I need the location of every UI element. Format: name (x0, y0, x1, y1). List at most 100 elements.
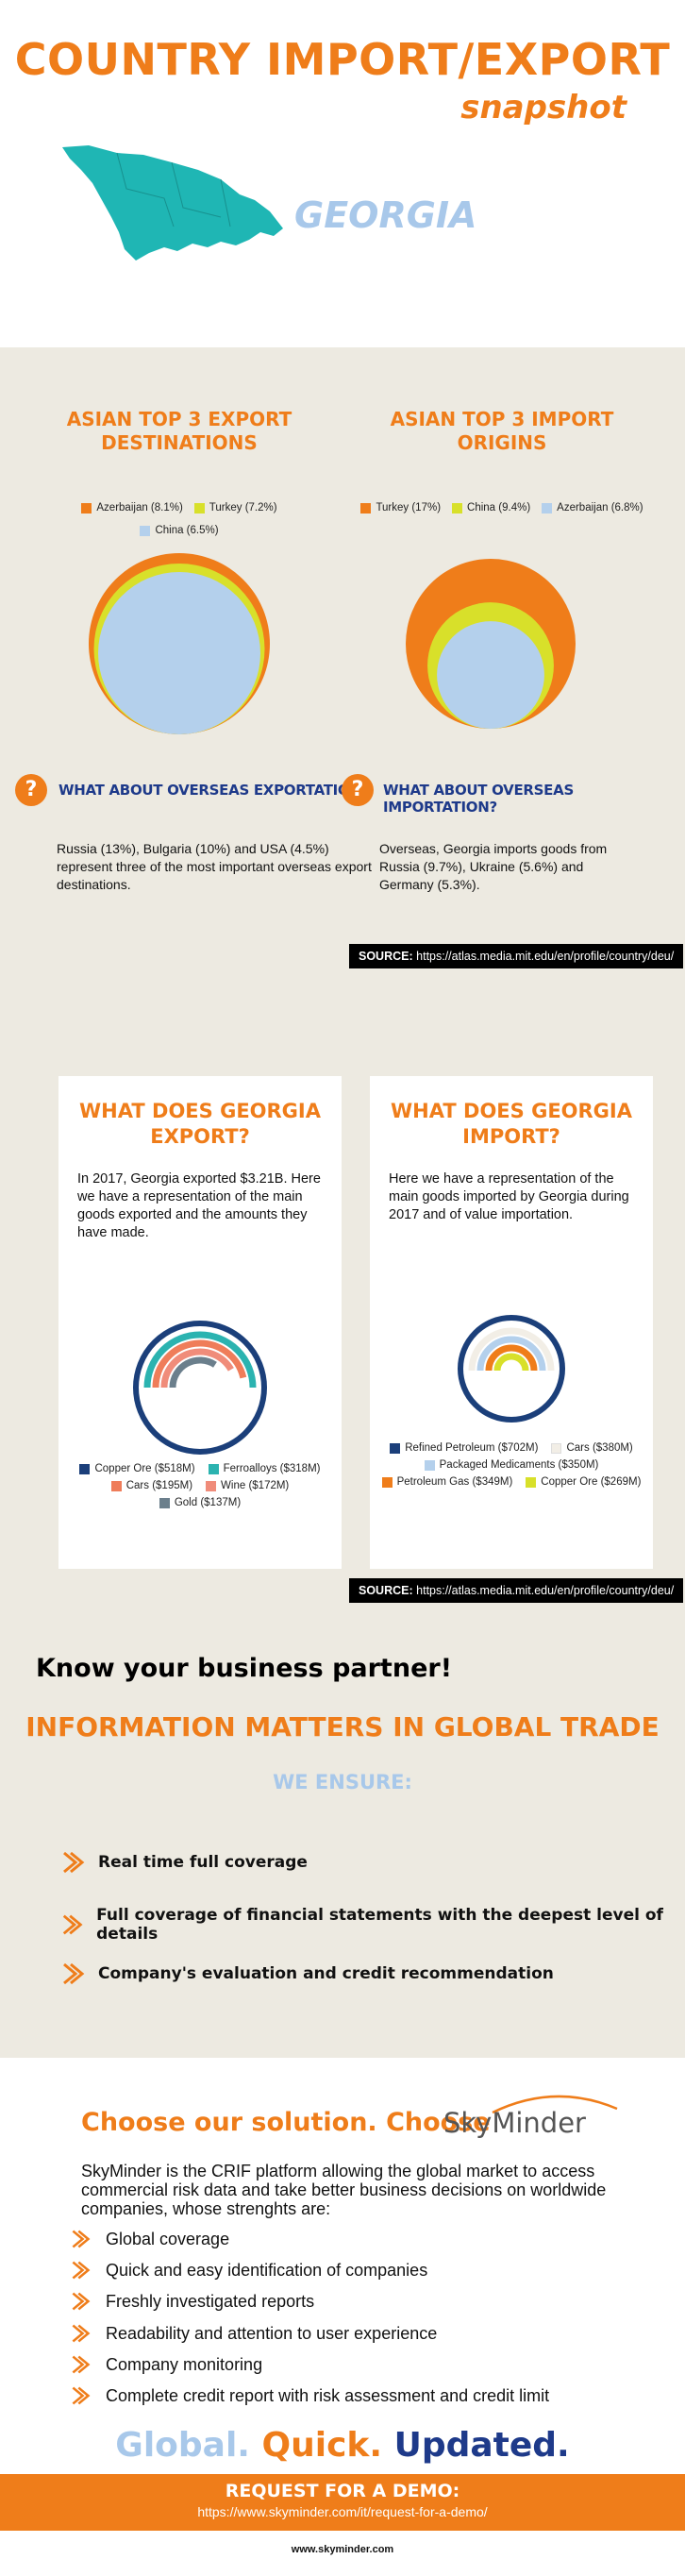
export-card-text: In 2017, Georgia exported $3.21B. Here w… (77, 1171, 321, 1240)
swatch-icon (81, 502, 92, 514)
legend-label: Copper Ore ($269M) (541, 1476, 642, 1488)
swatch-icon (159, 1497, 170, 1508)
import-goods-arc (493, 1353, 529, 1372)
swatch-icon (526, 1476, 537, 1488)
source-label: SOURCE: (359, 950, 413, 963)
legend-item: Petroleum Gas ($349M) (381, 1476, 513, 1488)
request-demo-banner[interactable]: REQUEST FOR A DEMO: https://www.skyminde… (0, 2474, 685, 2531)
legend-label: Azerbaijan (8.1%) (96, 502, 183, 514)
swatch-icon (452, 502, 463, 514)
swatch-icon (390, 1442, 401, 1454)
slogan: Global. Quick. Updated. (0, 2426, 685, 2465)
legend-item: Refined Petroleum ($702M) (390, 1442, 538, 1454)
source-link[interactable]: https://atlas.media.mit.edu/en/profile/c… (416, 950, 675, 963)
export-goods-ring (133, 1321, 267, 1455)
ensure-item: Company's evaluation and credit recommen… (60, 1961, 554, 1986)
overseas-import-question: WHAT ABOUT OVERSEAS IMPORTATION? (383, 782, 574, 816)
legend-label: Turkey (17%) (376, 502, 442, 514)
feature-item: Complete credit report with risk assessm… (70, 2385, 549, 2406)
legend-label: Copper Ore ($518M) (94, 1463, 195, 1474)
request-demo-link[interactable]: https://www.skyminder.com/it/request-for… (197, 2504, 488, 2519)
legend-item: Cars ($195M) (110, 1480, 192, 1491)
georgia-map-icon (62, 145, 283, 261)
import-goods-arc (476, 1336, 546, 1372)
overseas-export-text: Russia (13%), Bulgaria (10%) and USA (4.… (57, 841, 372, 892)
export-goods-legend: Copper Ore ($518M) Ferroalloys ($318M) C… (66, 1463, 334, 1508)
legend-item: China (6.5%) (140, 525, 219, 536)
ensure-item-label: Real time full coverage (98, 1853, 308, 1872)
legend-label: China (6.5%) (155, 525, 219, 536)
request-demo-title[interactable]: REQUEST FOR A DEMO: (225, 2481, 460, 2501)
export-card-title: WHAT DOES GEORGIA EXPORT? (79, 1100, 321, 1148)
feature-item: Readability and attention to user experi… (70, 2323, 437, 2344)
swatch-icon (360, 502, 372, 514)
slogan-updated: Updated. (393, 2426, 570, 2465)
source-bar: SOURCE: https://atlas.media.mit.edu/en/p… (349, 944, 684, 968)
question-icon: ? (15, 774, 47, 806)
import-origins-title: ASIAN TOP 3 IMPORT ORIGINS (390, 408, 614, 454)
swatch-icon (193, 502, 205, 514)
legend-label: Packaged Medicaments ($350M) (439, 1459, 599, 1471)
overseas-import-text: Overseas, Georgia imports goods from Rus… (379, 841, 608, 892)
legend-item: Cars ($380M) (551, 1442, 633, 1454)
legend-item: Turkey (7.2%) (193, 502, 277, 514)
export-goods-arc (143, 1331, 257, 1389)
chevron-right-icon (63, 1962, 85, 1985)
chevron-right-icon (72, 2324, 91, 2343)
country-name: GEORGIA (294, 194, 477, 236)
import-goods-legend: Refined Petroleum ($702M) Cars ($380M) P… (376, 1442, 647, 1488)
ensure-item-label: Company's evaluation and credit recommen… (98, 1964, 554, 1983)
legend-item: Ferroalloys ($318M) (208, 1463, 321, 1474)
partner-headline: Know your business partner! (36, 1654, 453, 1683)
export-goods-arc (152, 1339, 247, 1389)
export-asia-chart (89, 553, 270, 734)
export-asia-circle (98, 572, 260, 734)
legend-item: Gold ($137M) (159, 1497, 241, 1508)
legend-item: Azerbaijan (6.8%) (542, 502, 643, 514)
swatch-icon (551, 1442, 562, 1454)
source-link[interactable]: https://atlas.media.mit.edu/en/profile/c… (416, 1584, 675, 1597)
chevron-right-icon (63, 1851, 85, 1874)
feature-label: Complete credit report with risk assessm… (106, 2385, 550, 2405)
legend-item: Copper Ore ($518M) (79, 1463, 195, 1474)
legend-item: Azerbaijan (8.1%) (81, 502, 183, 514)
legend-label: Cars ($380M) (566, 1442, 633, 1454)
feature-item: Global coverage (70, 2229, 229, 2249)
legend-item: Packaged Medicaments ($350M) (424, 1459, 599, 1471)
overseas-export-question: WHAT ABOUT OVERSEAS EXPORTATION? (58, 782, 370, 799)
import-goods-arc (485, 1344, 538, 1372)
legend-item: China (9.4%) (452, 502, 530, 514)
export-card: WHAT DOES GEORGIA EXPORT? In 2017, Georg… (58, 1076, 342, 1569)
choose-solution-text: Choose our solution. Choose (81, 2108, 491, 2137)
swatch-icon (206, 1480, 217, 1491)
swatch-icon (79, 1463, 91, 1474)
import-asia-legend: Turkey (17%) China (9.4%) Azerbaijan (6.… (351, 502, 653, 514)
feature-label: Quick and easy identification of compani… (106, 2260, 428, 2280)
export-asia-legend: Azerbaijan (8.1%) Turkey (7.2%) China (6… (57, 502, 302, 536)
ensure-item: Full coverage of financial statements wi… (60, 1906, 685, 1944)
main-title: COUNTRY IMPORT/EXPORT (14, 34, 671, 85)
export-goods-chart (133, 1321, 267, 1455)
feature-label: Readability and attention to user experi… (106, 2323, 438, 2343)
legend-label: Wine ($172M) (221, 1480, 290, 1491)
legend-label: Petroleum Gas ($349M) (396, 1476, 513, 1488)
source-label: SOURCE: (359, 1584, 413, 1597)
ensure-item-label: Full coverage of financial statements wi… (96, 1906, 663, 1944)
export-goods-arc (169, 1356, 217, 1389)
feature-label: Global coverage (106, 2229, 230, 2248)
feature-label: Freshly investigated reports (106, 2291, 315, 2311)
import-card: WHAT DOES GEORGIA IMPORT? Here we have a… (370, 1076, 653, 1569)
swatch-icon (424, 1459, 435, 1471)
export-goods-arc (160, 1348, 234, 1389)
ensure-item: Real time full coverage (60, 1850, 308, 1875)
footer-link[interactable]: www.skyminder.com (291, 2544, 394, 2555)
skyminder-logo-arc-icon (492, 2095, 618, 2114)
import-goods-arc (468, 1327, 555, 1372)
swatch-icon (381, 1476, 393, 1488)
solution-description: SkyMinder is the CRIF platform allowing … (81, 2162, 607, 2218)
legend-item: Copper Ore ($269M) (526, 1476, 641, 1488)
legend-label: Turkey (7.2%) (209, 502, 277, 514)
chevron-right-icon (62, 1914, 83, 1935)
sub-title: snapshot (460, 89, 627, 126)
swatch-icon (542, 502, 553, 514)
